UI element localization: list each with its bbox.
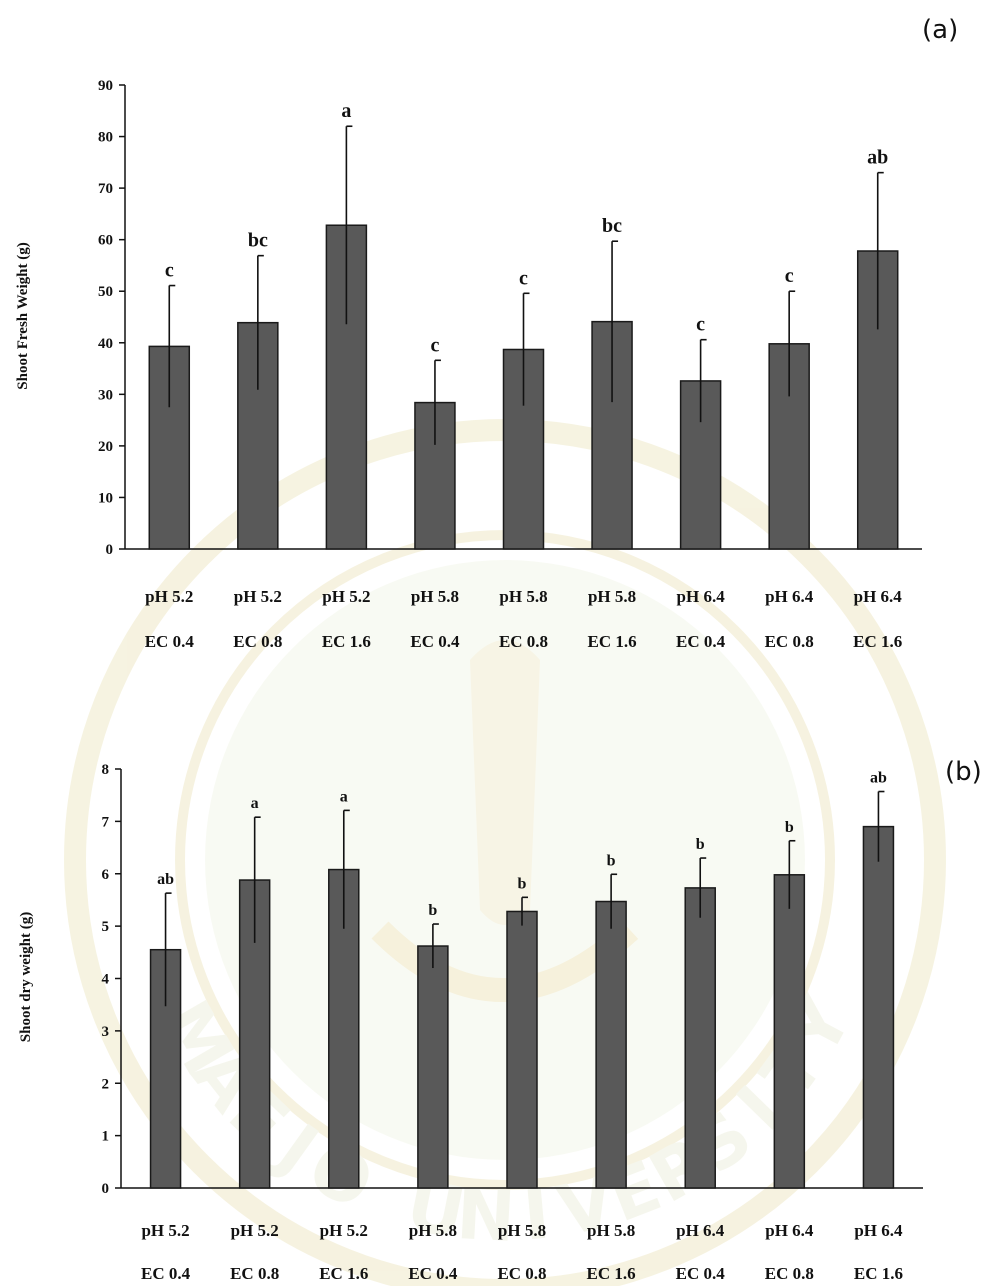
- chart-a-y-tick-label: 20: [98, 439, 113, 455]
- chart-b-category-ph-label: pH 6.4: [765, 1221, 814, 1240]
- university-seal-watermark: MAEJO UNIVERSITY: [64, 419, 946, 1286]
- chart-a-y-tick-label: 10: [98, 490, 113, 506]
- chart-b-category-ec-label: EC 0.8: [765, 1264, 814, 1283]
- chart-a-significance-letter: bc: [602, 215, 622, 237]
- chart-a-y-axis-title: Shoot Fresh Weight (g): [15, 242, 31, 389]
- chart-a-category-ec-label: EC 0.4: [410, 632, 460, 651]
- chart-b-category-ec-label: EC 1.6: [319, 1264, 368, 1283]
- chart-b-significance-letter: b: [518, 875, 527, 892]
- chart-b: 0 1 2 3 4 5 6 7 8 ab pH 5.2 EC 0.4 a pH 5.2 EC 0.8 a pH …: [102, 762, 923, 1283]
- chart-a-category-ec-label: EC 0.4: [145, 632, 195, 651]
- chart-b-category-ph-label: pH 6.4: [854, 1221, 903, 1240]
- chart-a-category-ec-label: EC 1.6: [853, 632, 902, 651]
- chart-b-category-ec-label: EC 0.4: [676, 1264, 726, 1283]
- chart-b-category-ec-label: EC 0.4: [408, 1264, 458, 1283]
- chart-a-significance-letter: c: [430, 334, 439, 356]
- chart-a-y-tick-label: 70: [98, 181, 113, 197]
- chart-b-y-axis-title: Shoot dry weight (g): [18, 912, 34, 1042]
- chart-a-category-ph-label: pH 6.4: [765, 587, 814, 606]
- chart-b-y-tick-label: 4: [102, 972, 110, 988]
- chart-a-category-ec-label: EC 1.6: [587, 632, 636, 651]
- chart-a-category-ph-label: pH 5.8: [411, 587, 459, 606]
- chart-a-category-ph-label: pH 6.4: [854, 587, 903, 606]
- chart-b-significance-letter: a: [340, 788, 348, 805]
- chart-a-category-ec-label: EC 0.4: [676, 632, 726, 651]
- chart-a-category-ph-label: pH 5.2: [145, 587, 193, 606]
- chart-b-category-ph-label: pH 6.4: [676, 1221, 725, 1240]
- chart-a-y-tick-label: 50: [98, 284, 113, 300]
- panel-a-label: (a): [922, 15, 958, 45]
- chart-b-significance-letter: ab: [870, 770, 887, 787]
- chart-a-y-tick-label: 80: [98, 130, 113, 146]
- chart-b-category-ph-label: pH 5.8: [587, 1221, 635, 1240]
- chart-a-significance-letter: bc: [248, 230, 268, 252]
- chart-a: 0 10 20 30 40 50 60 70 80 90 c pH 5.2 EC 0.4 bc pH 5.2…: [98, 78, 922, 651]
- chart-b-category-ec-label: EC 1.6: [854, 1264, 903, 1283]
- chart-b-category-ec-label: EC 0.8: [230, 1264, 279, 1283]
- chart-a-y-tick-label: 60: [98, 233, 113, 249]
- chart-a-category-ec-label: EC 0.8: [499, 632, 548, 651]
- chart-b-significance-letter: b: [696, 836, 705, 853]
- chart-a-significance-letter: ab: [867, 147, 888, 169]
- chart-b-category-ec-label: EC 1.6: [587, 1264, 636, 1283]
- chart-a-category-ec-label: EC 1.6: [322, 632, 371, 651]
- chart-a-category-ph-label: pH 5.2: [322, 587, 370, 606]
- chart-a-category-ph-label: pH 5.2: [234, 587, 282, 606]
- chart-b-bar: [773, 874, 806, 1189]
- chart-a-significance-letter: c: [785, 265, 794, 287]
- chart-a-y-tick-label: 40: [98, 336, 113, 352]
- chart-b-category-ph-label: pH 5.2: [320, 1221, 368, 1240]
- chart-a-significance-letter: c: [165, 260, 174, 282]
- chart-b-category-ph-label: pH 5.2: [141, 1221, 189, 1240]
- chart-b-bar: [417, 945, 449, 1189]
- chart-b-y-tick-label: 1: [102, 1129, 110, 1145]
- chart-a-category-ec-label: EC 0.8: [765, 632, 814, 651]
- chart-a-y-tick-label: 30: [98, 387, 113, 403]
- chart-a-significance-letter: c: [519, 267, 528, 289]
- chart-b-significance-letter: ab: [157, 871, 174, 888]
- chart-b-category-ph-label: pH 5.8: [498, 1221, 546, 1240]
- chart-a-category-ph-label: pH 5.8: [499, 587, 547, 606]
- chart-b-bar: [595, 900, 627, 1189]
- chart-b-category-ph-label: pH 5.8: [409, 1221, 457, 1240]
- chart-b-significance-letter: b: [428, 902, 437, 919]
- chart-a-y-tick-label: 0: [106, 542, 114, 558]
- chart-b-significance-letter: b: [607, 852, 616, 869]
- chart-b-y-tick-label: 6: [102, 867, 110, 883]
- chart-a-y-tick-label: 90: [98, 78, 113, 94]
- chart-b-y-tick-label: 2: [102, 1076, 110, 1092]
- chart-a-significance-letter: c: [696, 314, 705, 336]
- chart-b-y-tick-label: 5: [102, 919, 110, 935]
- chart-b-y-tick-label: 8: [102, 762, 110, 778]
- chart-b-category-ec-label: EC 0.8: [497, 1264, 546, 1283]
- chart-b-category-ph-label: pH 5.2: [231, 1221, 279, 1240]
- chart-b-bar: [684, 887, 716, 1189]
- chart-b-y-tick-label: 0: [102, 1181, 110, 1197]
- chart-b-bar: [506, 910, 538, 1189]
- chart-a-category-ph-label: pH 5.8: [588, 587, 636, 606]
- chart-a-category-ph-label: pH 6.4: [677, 587, 726, 606]
- chart-b-y-tick-label: 3: [102, 1024, 110, 1040]
- chart-b-significance-letter: b: [785, 819, 794, 836]
- panel-b-label: (b): [945, 757, 982, 787]
- chart-b-category-ec-label: EC 0.4: [141, 1264, 191, 1283]
- chart-a-significance-letter: a: [341, 100, 351, 122]
- chart-a-category-ec-label: EC 0.8: [233, 632, 282, 651]
- chart-b-bar: [862, 825, 895, 1189]
- chart-b-y-tick-label: 7: [102, 814, 110, 830]
- chart-b-significance-letter: a: [251, 795, 259, 812]
